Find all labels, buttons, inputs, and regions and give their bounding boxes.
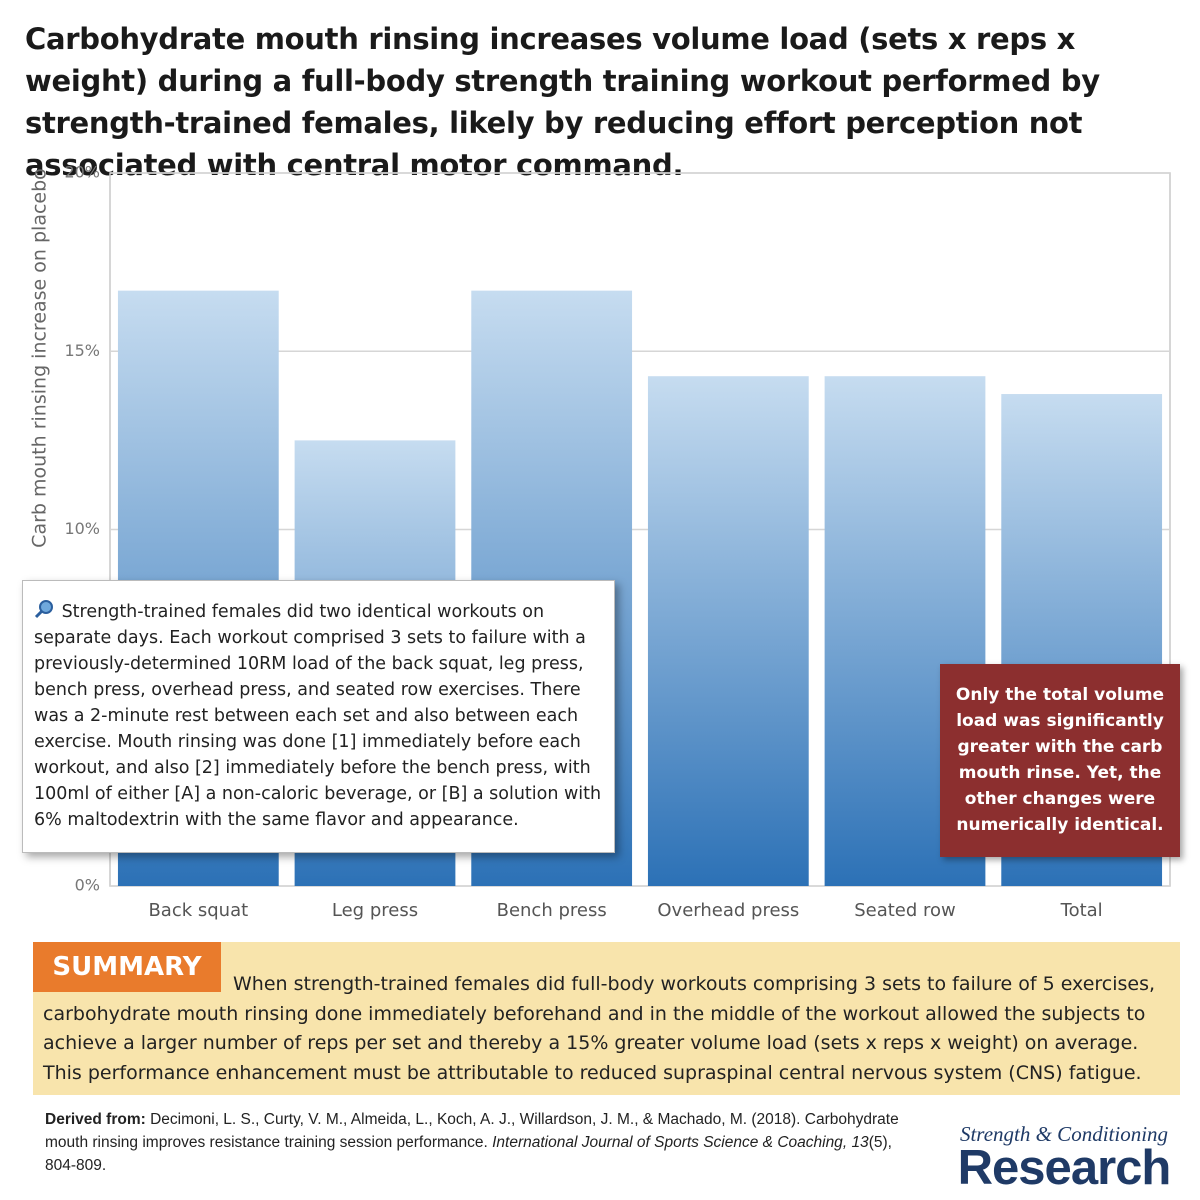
x-tick-label: Bench press: [497, 900, 607, 921]
y-tick-label: 20%: [64, 163, 100, 182]
citation-text: Decimoni, L. S., Curty, V. M., Almeida, …: [45, 1111, 899, 1151]
y-tick-label: 0%: [75, 876, 100, 895]
citation-separator: ,: [842, 1134, 852, 1151]
x-tick-label: Leg press: [332, 900, 418, 921]
magnifier-icon: [34, 600, 53, 619]
x-tick-label: Back squat: [148, 900, 248, 921]
summary-box: SUMMARY When strength-trained females di…: [33, 942, 1180, 1095]
summary-label: SUMMARY: [33, 942, 221, 992]
logo-top: Strength & Conditioning: [959, 1122, 1169, 1146]
note-box: Only the total volume load was significa…: [940, 664, 1180, 857]
y-axis-label: Carb mouth rinsing increase on placebo: [29, 168, 51, 548]
summary-text: When strength-trained females did full-b…: [43, 973, 1156, 1084]
citation-volume: 13: [851, 1134, 869, 1151]
info-box: Strength-trained females did two identic…: [22, 580, 615, 853]
x-tick-label: Total: [1060, 900, 1103, 921]
title: Carbohydrate mouth rinsing increases vol…: [25, 22, 1100, 182]
citation: Derived from: Decimoni, L. S., Curty, V.…: [45, 1108, 925, 1177]
y-tick-label: 10%: [64, 519, 100, 538]
y-tick-label: 15%: [64, 341, 100, 360]
citation-label: Derived from:: [45, 1111, 146, 1128]
bar: [647, 376, 809, 886]
info-text: Strength-trained females did two identic…: [34, 602, 602, 830]
logo-bottom: Research: [957, 1141, 1172, 1195]
citation-pages: (5), 804-809.: [45, 1134, 892, 1174]
citation-journal: International Journal of Sports Science …: [492, 1134, 843, 1151]
x-tick-label: Overhead press: [657, 900, 799, 921]
x-tick-label: Seated row: [854, 900, 956, 921]
